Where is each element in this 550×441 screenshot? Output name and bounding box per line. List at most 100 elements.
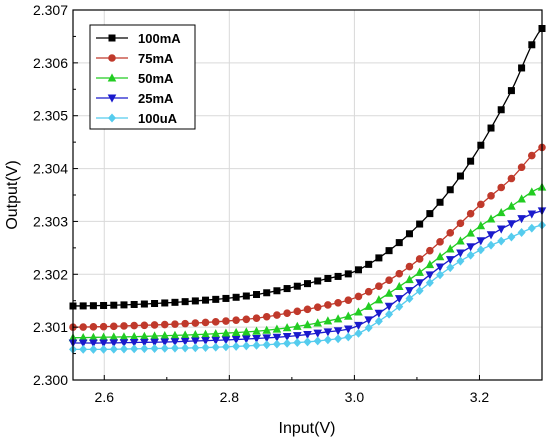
data-point-100mA [467, 157, 475, 165]
data-point-25mA [252, 334, 261, 344]
data-point-25mA [242, 335, 251, 344]
y-tick-label: 2.306 [33, 55, 68, 71]
data-point-50mA [293, 321, 302, 330]
data-point-100uA [527, 223, 536, 233]
data-point-75mA [497, 183, 506, 192]
data-point-100mA [344, 270, 352, 278]
data-point-75mA [120, 322, 128, 330]
y-tick-label: 2.307 [33, 2, 68, 18]
data-point-25mA [221, 336, 231, 345]
data-point-100uA [507, 232, 516, 242]
legend-marker-25mA [107, 94, 117, 103]
data-point-100mA [528, 41, 536, 49]
data-point-100uA [150, 344, 159, 353]
data-point-25mA [160, 338, 170, 347]
data-point-25mA [89, 339, 98, 348]
legend-label-25mA: 25mA [138, 91, 174, 106]
data-point-50mA [456, 236, 465, 245]
data-point-100uA [140, 344, 149, 354]
data-point-25mA [140, 338, 149, 347]
x-tick-label: 2.6 [95, 389, 115, 405]
data-point-100uA [191, 343, 200, 353]
data-point-25mA [445, 256, 455, 265]
data-point-50mA [476, 221, 486, 230]
data-point-50mA [496, 207, 506, 217]
data-point-100mA [405, 230, 413, 238]
data-point-100uA [354, 328, 363, 338]
data-point-50mA [323, 316, 333, 325]
data-point-50mA [313, 318, 322, 327]
data-point-25mA [201, 337, 210, 346]
data-point-75mA [79, 323, 87, 331]
data-point-100mA [120, 301, 128, 309]
data-point-25mA [456, 249, 465, 258]
data-point-100uA [99, 344, 108, 354]
data-point-50mA [466, 228, 475, 237]
data-point-75mA [466, 209, 475, 218]
data-point-75mA [477, 200, 485, 209]
data-point-75mA [99, 322, 108, 331]
data-point-50mA [517, 194, 526, 203]
legend-marker-100mA [108, 34, 116, 42]
data-point-100uA [89, 344, 98, 354]
data-point-100mA [263, 289, 271, 297]
legend: 100mA 75mA 50mA 25mA 100uA [89, 24, 196, 130]
data-point-50mA [364, 301, 373, 310]
data-point-100uA [170, 343, 179, 353]
data-point-75mA [89, 323, 98, 331]
data-point-100uA [497, 236, 506, 246]
data-point-100uA [517, 228, 526, 237]
data-point-75mA [436, 238, 444, 246]
data-point-50mA [354, 307, 363, 316]
data-point-100mA [456, 172, 464, 180]
data-point-100uA [293, 338, 302, 348]
data-point-75mA [222, 317, 230, 325]
data-point-75mA [507, 174, 516, 183]
x-axis-label: Input(V) [279, 420, 336, 437]
data-point-100uA [446, 263, 455, 273]
legend-marker-100uA [107, 113, 117, 123]
data-point-75mA [109, 322, 118, 331]
data-point-50mA [405, 274, 414, 284]
data-point-50mA [272, 324, 282, 333]
data-point-50mA [252, 326, 261, 335]
x-tick-label: 3.2 [470, 389, 490, 405]
data-point-25mA [517, 215, 526, 224]
data-point-100mA [171, 298, 179, 306]
legend-marker-75mA [108, 54, 116, 62]
data-point-25mA [180, 337, 190, 346]
data-point-100mA [446, 186, 454, 194]
data-point-75mA [283, 309, 291, 318]
data-point-25mA [170, 338, 180, 347]
data-point-25mA [374, 309, 384, 318]
data-point-100mA [487, 124, 495, 132]
data-point-100mA [161, 299, 169, 307]
data-point-75mA [150, 321, 159, 329]
data-point-25mA [99, 339, 108, 348]
data-point-100mA [222, 294, 230, 302]
data-point-25mA [293, 332, 302, 341]
data-point-100mA [293, 282, 301, 290]
data-point-75mA [487, 192, 495, 200]
data-point-75mA [303, 305, 312, 314]
data-point-75mA [405, 262, 414, 271]
data-point-100uA [405, 294, 414, 304]
data-point-50mA [303, 320, 312, 329]
data-point-100uA [119, 344, 128, 354]
data-point-100mA [89, 302, 97, 310]
x-tick-label: 2.8 [220, 389, 240, 405]
data-point-100uA [385, 309, 394, 319]
data-point-100mA [354, 266, 362, 274]
data-point-100mA [436, 198, 444, 206]
data-point-100uA [476, 245, 485, 255]
data-point-75mA [364, 287, 373, 296]
data-point-25mA [364, 316, 373, 325]
data-point-75mA [140, 321, 149, 330]
data-point-75mA [385, 276, 393, 284]
data-point-100uA [211, 342, 220, 352]
data-point-50mA [425, 260, 435, 269]
data-point-25mA [282, 333, 292, 342]
data-point-100mA [151, 300, 159, 308]
data-point-100uA [201, 343, 210, 353]
data-point-100mA [212, 295, 220, 303]
